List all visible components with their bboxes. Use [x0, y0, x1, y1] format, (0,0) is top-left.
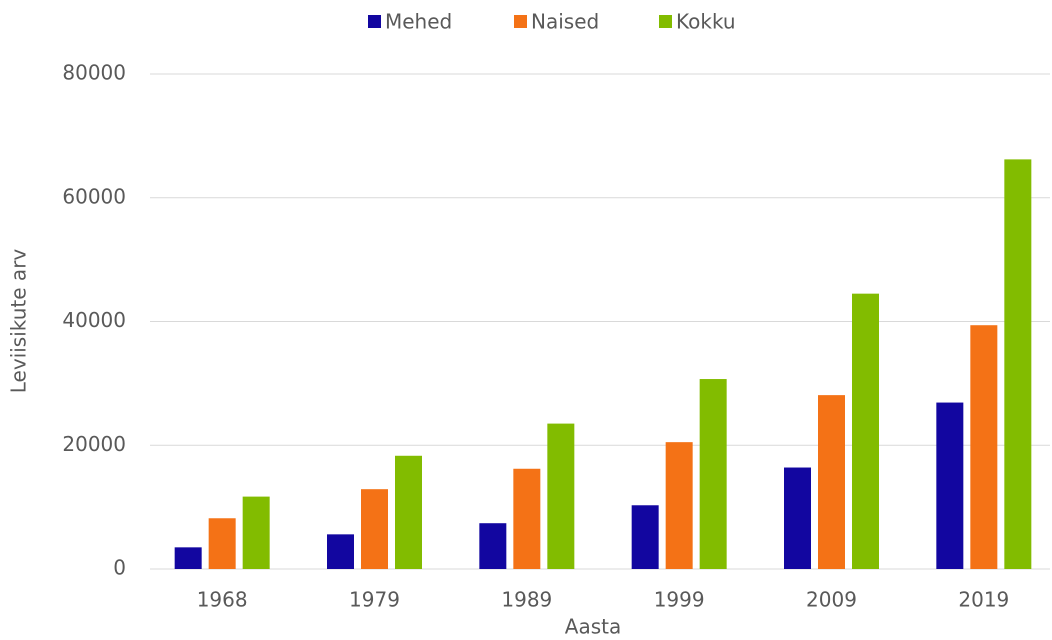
legend-swatch [368, 15, 381, 28]
bar [936, 402, 964, 569]
legend-label: Naised [531, 10, 599, 34]
x-tick-label: 1989 [501, 588, 552, 612]
bar [699, 379, 727, 569]
bar [852, 293, 879, 569]
bar [327, 534, 354, 569]
bar [547, 423, 575, 569]
bar [818, 395, 845, 569]
bar [970, 325, 998, 569]
bar [479, 523, 507, 569]
legend-swatch [659, 15, 672, 28]
y-tick-label: 0 [113, 556, 126, 580]
y-tick-label: 40000 [62, 308, 126, 332]
x-tick-label: 1979 [349, 588, 400, 612]
bar [242, 496, 270, 569]
bar [631, 505, 659, 569]
bar [395, 455, 422, 569]
x-tick-label: 1968 [197, 588, 248, 612]
bar [361, 489, 388, 569]
x-tick-label: 1999 [654, 588, 705, 612]
y-tick-label: 60000 [62, 184, 126, 208]
y-tick-label: 20000 [62, 432, 126, 456]
bar [513, 468, 541, 569]
x-axis-title: Aasta [565, 615, 621, 639]
bar [784, 467, 811, 569]
bar [665, 442, 693, 569]
bar [1004, 159, 1032, 569]
bar [174, 547, 202, 569]
y-tick-label: 80000 [62, 61, 126, 85]
x-tick-label: 2019 [958, 588, 1009, 612]
legend-swatch [514, 15, 527, 28]
legend-label: Kokku [676, 10, 736, 34]
legend-label: Mehed [385, 10, 452, 34]
bar [208, 518, 236, 569]
y-axis-title: Leviisikute arv [7, 249, 31, 394]
x-tick-label: 2009 [806, 588, 857, 612]
